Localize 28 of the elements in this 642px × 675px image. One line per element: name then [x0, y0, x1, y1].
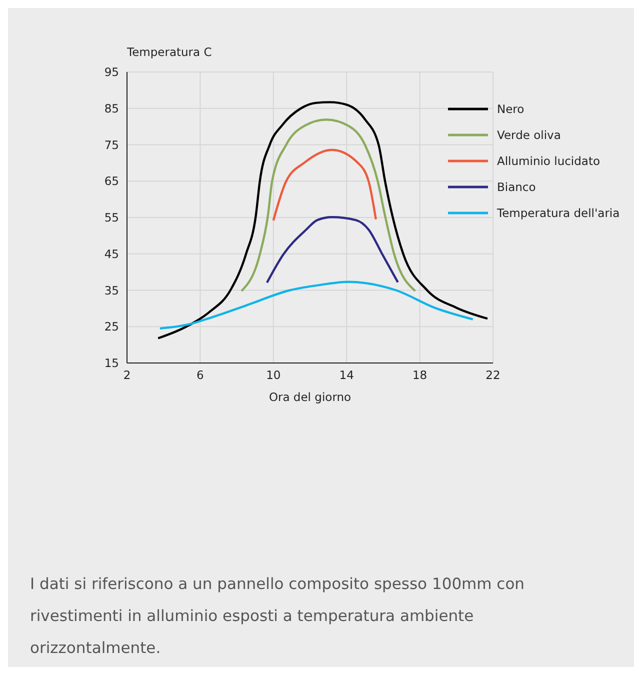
x-tick-label: 22: [486, 368, 500, 382]
y-axis-title: Temperatura C: [127, 45, 212, 59]
y-tick-label: 55: [104, 210, 119, 225]
line-series: [158, 280, 474, 330]
legend-label: Bianco: [497, 180, 536, 194]
y-tick-label: 45: [104, 246, 119, 261]
line-series: [272, 148, 377, 222]
y-tick-label: 15: [104, 356, 119, 370]
legend-label: Alluminio lucidato: [497, 154, 600, 168]
legend-label: Temperatura dell'aria: [497, 206, 620, 220]
legend-label: Verde oliva: [497, 128, 561, 142]
legend-label: Nero: [497, 102, 524, 116]
text: I dati si riferiscono a un pannello composito spesso 100mm con rivestimenti in alluminio esposti a temperatura ambiente orizzontalmente.: [30, 574, 526, 659]
x-tick-label: 10: [266, 368, 281, 382]
y-tick-label: 35: [104, 283, 119, 298]
y-tick-label: 65: [104, 174, 119, 188]
line-series: [240, 118, 416, 292]
y-tick-label: 25: [104, 320, 119, 334]
x-tick-label: 2: [123, 368, 131, 382]
x-tick-label: 18: [412, 368, 428, 382]
y-tick-label: 75: [104, 138, 119, 152]
x-tick-label: 6: [196, 368, 204, 382]
y-tick-label: 95: [104, 65, 119, 80]
line-series: [266, 216, 399, 284]
x-axis-title: Ora del giorno: [268, 390, 352, 404]
x-tick-label: 14: [339, 368, 354, 382]
line-series: [157, 101, 489, 340]
y-tick-label: 85: [104, 101, 119, 116]
